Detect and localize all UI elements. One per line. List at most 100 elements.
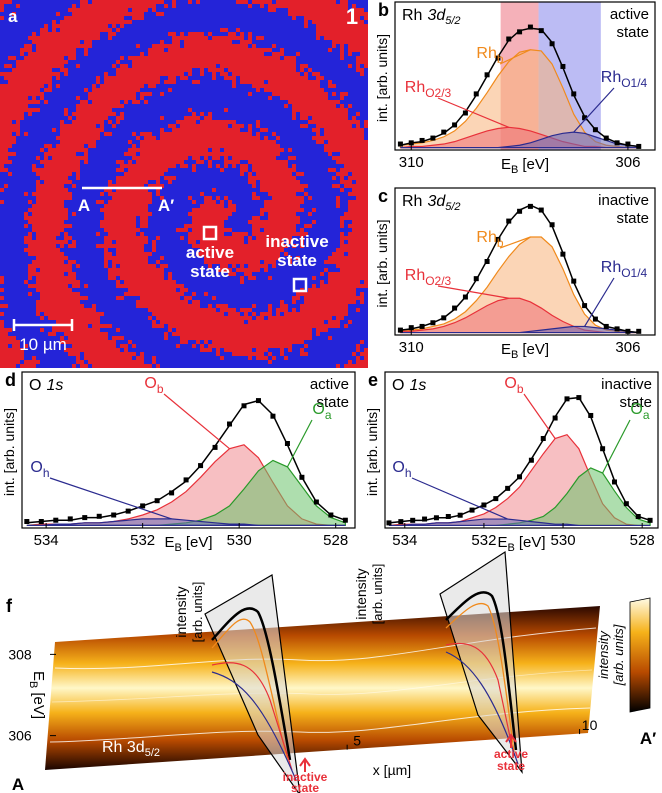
data-point — [614, 140, 620, 146]
data-point — [564, 396, 570, 402]
region-marker — [292, 277, 308, 293]
state-label: inactive — [283, 770, 328, 784]
leader-line — [49, 477, 172, 520]
panel-label: d — [5, 370, 16, 390]
x-tick-label: 530 — [227, 532, 252, 549]
panel-label: f — [6, 596, 13, 616]
state-label: inactive — [601, 376, 652, 393]
data-point — [183, 477, 189, 483]
state-label: active — [494, 747, 528, 761]
title-italic: 3d — [427, 193, 446, 210]
x-tick-label: 310 — [399, 154, 424, 171]
section-curve — [211, 607, 292, 761]
y-axis-label: int. [arb. units] — [1, 408, 17, 496]
data-point — [342, 517, 348, 523]
title-text: O — [392, 377, 404, 394]
data-point — [452, 305, 458, 311]
component-label: Ob — [144, 375, 163, 396]
data-point — [473, 91, 479, 97]
component-sub: b — [497, 236, 504, 250]
leader-line — [411, 477, 508, 520]
map-pixels — [0, 0, 368, 368]
leader-line — [573, 87, 615, 133]
data-point — [96, 513, 102, 519]
data-point — [588, 412, 594, 418]
data-point — [647, 517, 653, 523]
data-point — [549, 222, 555, 228]
data-point — [560, 251, 566, 257]
section-label: intensity — [173, 586, 189, 637]
component-label: RhO2/3 — [405, 267, 452, 288]
data-point — [441, 129, 447, 135]
data-point — [299, 474, 305, 480]
component-sub: b — [497, 52, 504, 66]
region-marker — [202, 225, 218, 241]
data-point — [410, 517, 416, 523]
data-point — [445, 513, 451, 519]
data-point — [38, 519, 44, 524]
colorbar-label: [arb. units] — [611, 624, 626, 686]
section-curve — [445, 591, 518, 751]
x-axis-label-unit: [eV] — [186, 534, 213, 551]
data-point — [462, 110, 468, 116]
section-curve — [211, 662, 293, 771]
plot-frame — [394, 187, 656, 336]
component-area — [26, 518, 346, 526]
component-label: RhO2/3 — [405, 79, 452, 100]
data-point — [614, 326, 620, 332]
data-point — [386, 520, 392, 526]
x-axis-label-sub: B — [511, 164, 518, 176]
x-axis-label-sub: B — [507, 542, 514, 554]
component-sub: b — [517, 382, 524, 396]
data-point — [328, 512, 334, 518]
data-point — [506, 218, 512, 224]
leader-line — [437, 97, 509, 128]
data-point — [408, 325, 414, 331]
plot-frame — [394, 1, 656, 151]
x-tick-label: 534 — [392, 532, 417, 549]
data-point — [397, 327, 403, 333]
title-sub: 5/2 — [145, 747, 160, 759]
data-point — [255, 398, 261, 404]
surface-title: Rh 3d5/2 — [102, 739, 160, 759]
panel-title: Rh 3d5/2 — [402, 193, 461, 213]
panel-label: c — [378, 186, 388, 206]
component-sub: a — [643, 408, 650, 422]
data-point — [552, 415, 558, 421]
component-name: Rh — [476, 229, 496, 246]
data-point — [636, 143, 642, 149]
x-axis-label-text: E — [501, 156, 511, 173]
data-point — [505, 485, 511, 491]
component-sub: O2/3 — [425, 86, 451, 100]
x-axis-label-text: E — [501, 341, 511, 358]
data-point — [484, 72, 490, 78]
data-point — [592, 127, 598, 133]
x-axis-label-unit: [eV] — [522, 156, 549, 173]
colorbar-label: intensity — [596, 630, 611, 679]
x-axis-label: EB [eV] — [501, 156, 549, 176]
data-point — [540, 435, 546, 441]
state-label: state — [619, 394, 652, 411]
section-curve — [211, 671, 297, 781]
scale-bar — [12, 319, 74, 331]
component-sub: O1/4 — [621, 266, 647, 280]
data-point — [284, 441, 290, 446]
data-point — [481, 502, 487, 508]
x-axis-label: EB [eV] — [164, 534, 212, 554]
data-point — [592, 316, 598, 322]
colorbar — [629, 597, 651, 713]
component-name: O — [630, 401, 642, 418]
leader-line — [499, 236, 531, 249]
data-point — [24, 519, 30, 524]
section-curve — [445, 651, 519, 765]
component-label: Oa — [312, 401, 331, 422]
state-label: state — [190, 262, 230, 281]
data-point — [398, 519, 404, 525]
data-point — [517, 474, 523, 480]
section-curve — [211, 618, 289, 763]
line-end: A — [78, 196, 90, 215]
data-point — [457, 512, 463, 518]
component-label: Oa — [630, 401, 649, 422]
data-point — [571, 278, 577, 284]
component-label: Oh — [392, 459, 411, 480]
